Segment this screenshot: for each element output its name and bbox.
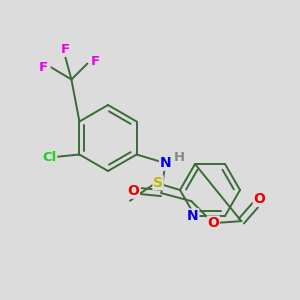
Text: S: S [153, 176, 163, 190]
Text: H: H [174, 151, 185, 164]
Text: O: O [254, 192, 265, 206]
Text: O: O [207, 216, 219, 230]
Text: O: O [128, 184, 139, 198]
Text: N: N [187, 209, 199, 223]
Text: F: F [61, 43, 70, 56]
Text: N: N [160, 156, 171, 170]
Text: F: F [91, 55, 100, 68]
Text: Cl: Cl [42, 151, 57, 164]
Text: F: F [39, 61, 48, 74]
